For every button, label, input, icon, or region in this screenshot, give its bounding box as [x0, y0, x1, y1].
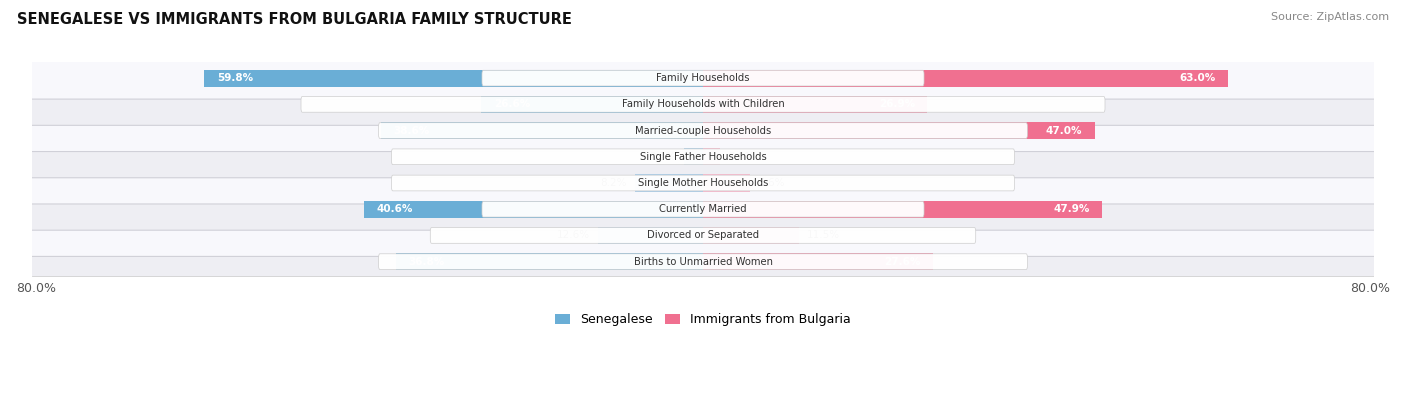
FancyBboxPatch shape	[482, 70, 924, 86]
Bar	[634, 175, 703, 192]
Bar	[703, 70, 1229, 87]
Text: 59.8%: 59.8%	[217, 73, 253, 83]
FancyBboxPatch shape	[482, 201, 924, 217]
Text: Married-couple Households: Married-couple Households	[636, 126, 770, 135]
FancyBboxPatch shape	[391, 175, 1015, 191]
Text: 11.5%: 11.5%	[807, 230, 841, 241]
Bar	[381, 122, 703, 139]
FancyBboxPatch shape	[25, 109, 1381, 152]
Text: 2.3%: 2.3%	[650, 152, 675, 162]
FancyBboxPatch shape	[25, 188, 1381, 230]
Text: Single Father Households: Single Father Households	[640, 152, 766, 162]
Bar	[703, 148, 720, 165]
Text: 5.6%: 5.6%	[758, 178, 785, 188]
Bar	[481, 96, 703, 113]
Bar	[703, 227, 799, 244]
Text: 8.2%: 8.2%	[600, 178, 626, 188]
FancyBboxPatch shape	[25, 57, 1381, 99]
Text: Births to Unmarried Women: Births to Unmarried Women	[634, 257, 772, 267]
Text: Source: ZipAtlas.com: Source: ZipAtlas.com	[1271, 12, 1389, 22]
Text: SENEGALESE VS IMMIGRANTS FROM BULGARIA FAMILY STRUCTURE: SENEGALESE VS IMMIGRANTS FROM BULGARIA F…	[17, 12, 572, 27]
Text: Single Mother Households: Single Mother Households	[638, 178, 768, 188]
FancyBboxPatch shape	[25, 136, 1381, 178]
Bar	[683, 148, 703, 165]
Text: 47.9%: 47.9%	[1053, 204, 1090, 214]
Bar	[364, 201, 703, 218]
Bar	[204, 70, 703, 87]
Text: 2.0%: 2.0%	[728, 152, 755, 162]
FancyBboxPatch shape	[378, 254, 1028, 269]
Text: 12.6%: 12.6%	[557, 230, 589, 241]
Text: 26.9%: 26.9%	[879, 100, 915, 109]
Text: Currently Married: Currently Married	[659, 204, 747, 214]
Text: 40.6%: 40.6%	[377, 204, 413, 214]
Bar	[703, 96, 928, 113]
FancyBboxPatch shape	[301, 96, 1105, 112]
FancyBboxPatch shape	[378, 123, 1028, 138]
Text: 38.6%: 38.6%	[394, 126, 430, 135]
FancyBboxPatch shape	[391, 149, 1015, 165]
FancyBboxPatch shape	[25, 162, 1381, 204]
FancyBboxPatch shape	[430, 228, 976, 243]
Text: 27.6%: 27.6%	[884, 257, 921, 267]
Bar	[396, 253, 703, 270]
Text: 36.8%: 36.8%	[409, 257, 444, 267]
Bar	[598, 227, 703, 244]
Bar	[703, 175, 749, 192]
Bar	[703, 253, 934, 270]
Legend: Senegalese, Immigrants from Bulgaria: Senegalese, Immigrants from Bulgaria	[550, 308, 856, 331]
Text: Divorced or Separated: Divorced or Separated	[647, 230, 759, 241]
Bar	[703, 201, 1102, 218]
FancyBboxPatch shape	[25, 214, 1381, 256]
Bar	[703, 122, 1095, 139]
Text: 47.0%: 47.0%	[1046, 126, 1083, 135]
FancyBboxPatch shape	[25, 83, 1381, 125]
Text: Family Households with Children: Family Households with Children	[621, 100, 785, 109]
Text: Family Households: Family Households	[657, 73, 749, 83]
Text: 63.0%: 63.0%	[1180, 73, 1216, 83]
Text: 26.6%: 26.6%	[494, 100, 530, 109]
FancyBboxPatch shape	[25, 241, 1381, 283]
